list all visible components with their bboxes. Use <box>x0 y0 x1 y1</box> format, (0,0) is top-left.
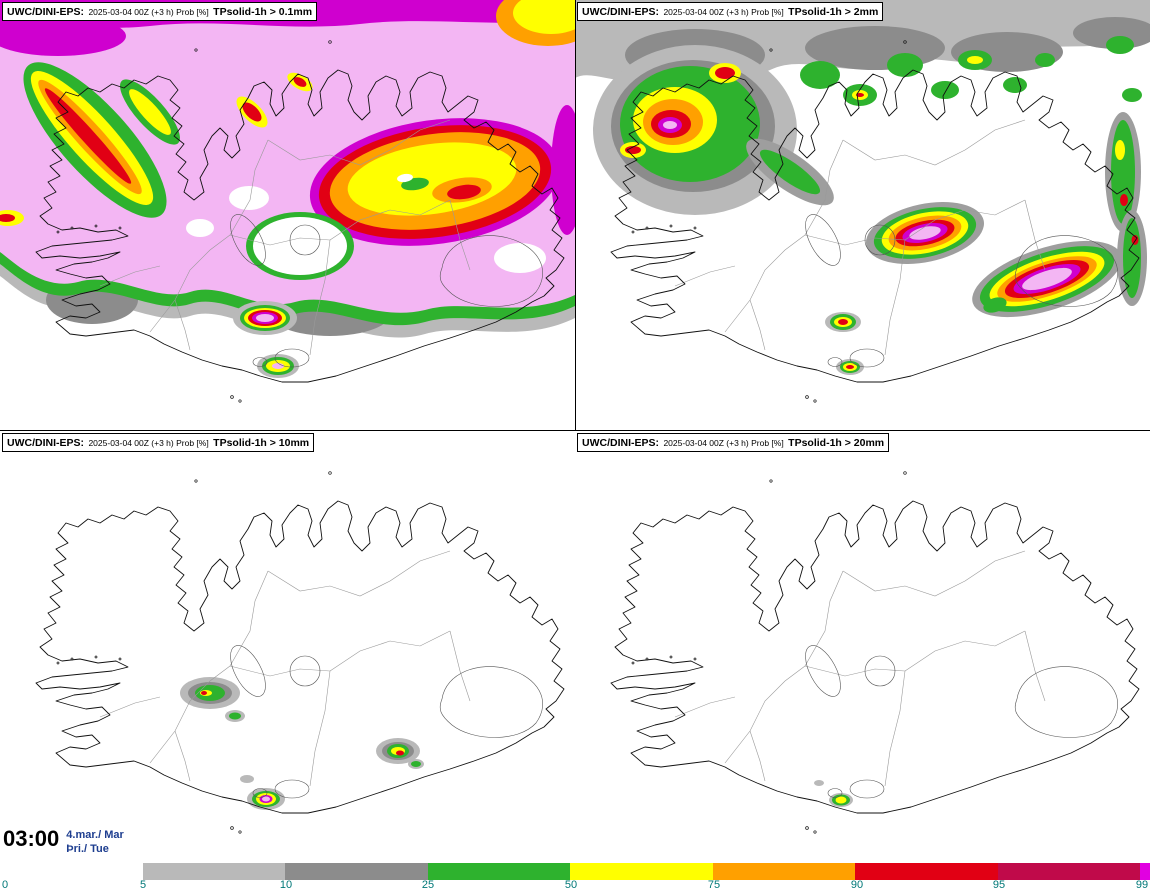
panel-title-4: UWC/DINI-EPS: 2025-03-04 00Z (+3 h) Prob… <box>577 433 890 452</box>
legend-tick: 0 <box>2 879 9 891</box>
map-panel-prob-10mm: UWC/DINI-EPS: 2025-03-04 00Z (+3 h) Prob… <box>0 431 575 861</box>
legend-tick: 99 <box>1135 879 1149 891</box>
parameter-label: TPsolid-1h > 20mm <box>788 437 885 449</box>
map-panel-prob-0p1mm: UWC/DINI-EPS: 2025-03-04 00Z (+3 h) Prob… <box>0 0 575 430</box>
run-label: 2025-03-04 00Z (+3 h) Prob [%] <box>88 438 209 448</box>
legend-tick: 25 <box>421 879 435 891</box>
probability-field <box>814 780 853 807</box>
legend-segment <box>712 863 856 880</box>
legend-bar <box>143 863 1150 880</box>
legend-segment <box>570 863 713 880</box>
legend-tick: 75 <box>707 879 721 891</box>
model-label: UWC/DINI-EPS: <box>582 6 659 18</box>
map-svg-3 <box>0 431 575 861</box>
run-label: 2025-03-04 00Z (+3 h) Prob [%] <box>663 7 784 17</box>
run-label: 2025-03-04 00Z (+3 h) Prob [%] <box>663 438 784 448</box>
model-label: UWC/DINI-EPS: <box>7 6 84 18</box>
legend-tick: 50 <box>564 879 578 891</box>
map-panel-prob-2mm: UWC/DINI-EPS: 2025-03-04 00Z (+3 h) Prob… <box>575 0 1150 430</box>
map-svg-1 <box>0 0 575 430</box>
valid-date: 4.mar./ Mar Þri./ Tue <box>66 827 123 857</box>
map-svg-4 <box>575 431 1150 861</box>
run-label: 2025-03-04 00Z (+3 h) Prob [%] <box>88 7 209 17</box>
probability-field <box>0 0 575 378</box>
panel-divider-vertical <box>575 0 576 430</box>
legend-segment <box>285 863 428 880</box>
map-svg-2 <box>575 0 1150 430</box>
parameter-label: TPsolid-1h > 2mm <box>788 6 879 18</box>
probability-field <box>575 0 1150 375</box>
panel-divider-horizontal <box>0 430 1150 431</box>
model-label: UWC/DINI-EPS: <box>582 437 659 449</box>
valid-time-block: 03:00 4.mar./ Mar Þri./ Tue <box>3 826 128 857</box>
map-panel-prob-20mm: UWC/DINI-EPS: 2025-03-04 00Z (+3 h) Prob… <box>575 431 1150 861</box>
legend-segment <box>427 863 571 880</box>
legend-segment <box>997 863 1140 880</box>
model-label: UWC/DINI-EPS: <box>7 437 84 449</box>
legend-segment <box>855 863 998 880</box>
valid-date-line2: Þri./ Tue <box>66 842 109 855</box>
parameter-label: TPsolid-1h > 10mm <box>213 437 310 449</box>
probability-field <box>180 677 424 810</box>
legend-tick: 90 <box>850 879 864 891</box>
legend-footer: 0 5 10 25 50 75 90 95 99 <box>0 861 1150 891</box>
valid-time: 03:00 <box>3 826 60 851</box>
legend-tick: 5 <box>139 879 147 891</box>
legend-segment <box>143 863 286 880</box>
panel-title-3: UWC/DINI-EPS: 2025-03-04 00Z (+3 h) Prob… <box>2 433 315 452</box>
valid-date-line1: 4.mar./ Mar <box>66 829 124 841</box>
legend-tick: 10 <box>279 879 293 891</box>
legend-ticks: 0 5 10 25 50 75 90 95 99 <box>0 880 1150 891</box>
legend-segment <box>1139 863 1150 880</box>
panel-title-2: UWC/DINI-EPS: 2025-03-04 00Z (+3 h) Prob… <box>577 2 884 21</box>
parameter-label: TPsolid-1h > 0.1mm <box>213 6 313 18</box>
legend-tick: 95 <box>992 879 1006 891</box>
panel-title-1: UWC/DINI-EPS: 2025-03-04 00Z (+3 h) Prob… <box>2 2 318 21</box>
